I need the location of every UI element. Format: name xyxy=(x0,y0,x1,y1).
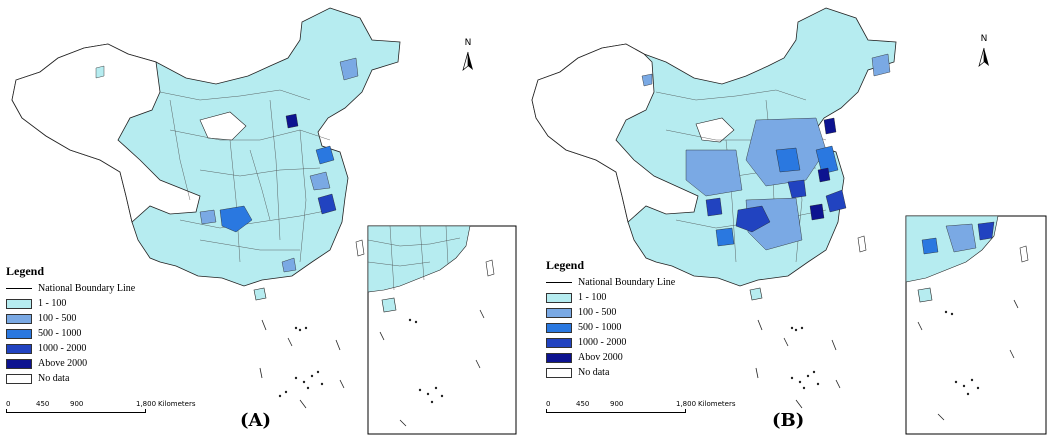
legend-title: Legend xyxy=(546,258,585,272)
south-china-sea-islands xyxy=(259,319,345,409)
inset-islands xyxy=(379,309,485,427)
inset-taiwan xyxy=(485,259,495,277)
scale-tick-450: 450 xyxy=(36,400,50,408)
no-data-region xyxy=(199,111,247,141)
no-data-region xyxy=(11,43,201,223)
region-1000-2000 xyxy=(317,193,337,215)
region-500-1000 xyxy=(715,227,735,247)
scale-bar: 0 450 900 1,800 Kilometers xyxy=(6,400,226,413)
region-100-500 xyxy=(281,257,297,273)
scale-unit: Kilometers xyxy=(158,400,196,408)
legend-class-nodata: No data xyxy=(6,371,135,386)
region-100-500 xyxy=(339,57,359,81)
inset-taiwan xyxy=(1019,245,1029,263)
china-map-a xyxy=(11,7,517,435)
legend: Legend National Boundary Line 1 - 100 10… xyxy=(6,264,135,386)
scale-tick-0: 0 xyxy=(6,400,11,408)
legend-class-3: 500 - 1000 xyxy=(546,320,675,335)
region-100-500 xyxy=(641,73,653,87)
inset-mainland xyxy=(905,215,999,283)
region-500-1000 xyxy=(219,205,253,233)
region-above-2000 xyxy=(823,117,837,135)
no-data-region xyxy=(695,117,735,143)
taiwan xyxy=(857,235,867,253)
region-above-2000 xyxy=(809,203,825,221)
scale-tick-0: 0 xyxy=(546,400,551,408)
region-100-500 xyxy=(95,65,105,79)
scale-unit: Kilometers xyxy=(698,400,736,408)
region-100-500 xyxy=(871,53,891,77)
legend-class-nodata: No data xyxy=(546,365,675,380)
taiwan xyxy=(355,239,365,257)
legend-class-2: 100 - 500 xyxy=(546,305,675,320)
map-panel-b: N Legend National Boundary Line 1 - 100 … xyxy=(526,0,1052,438)
north-label: N xyxy=(464,38,472,48)
panel-label: (B) xyxy=(772,410,805,431)
scale-tick-1800: 1,800 xyxy=(136,400,157,408)
china-map-b xyxy=(531,7,1047,435)
inset-hainan xyxy=(381,297,397,313)
legend: Legend National Boundary Line 1 - 100 10… xyxy=(546,258,675,380)
legend-class-4: 1000 - 2000 xyxy=(6,341,135,356)
legend-class-4: 1000 - 2000 xyxy=(546,335,675,350)
scale-bar: 0 450 900 1,800 Kilometers xyxy=(546,400,766,413)
legend-boundary: National Boundary Line xyxy=(546,275,675,290)
scale-tick-900: 900 xyxy=(70,400,84,408)
region-1000-2000 xyxy=(825,189,847,213)
inset-region xyxy=(945,223,977,253)
north-label: N xyxy=(980,34,988,44)
region-100-500 xyxy=(199,209,217,225)
region-100-500 xyxy=(685,149,743,197)
region-1000-2000 xyxy=(787,179,807,199)
legend-title: Legend xyxy=(6,264,45,278)
panel-label: (A) xyxy=(240,410,271,431)
north-arrow xyxy=(978,47,989,67)
legend-boundary: National Boundary Line xyxy=(6,281,135,296)
map-panel-a: N Legend National Boundary Line 1 - 100 … xyxy=(6,7,517,435)
inset-region xyxy=(977,221,995,241)
region-above-2000 xyxy=(817,167,831,183)
region-100-500 xyxy=(309,171,331,191)
region-1000-2000 xyxy=(735,205,771,233)
region-500-1000 xyxy=(315,145,335,165)
inset-mainland xyxy=(367,225,471,293)
region-1000-2000 xyxy=(705,197,723,217)
north-arrow xyxy=(462,51,473,71)
south-china-sea-islands xyxy=(755,319,841,409)
inset-islands xyxy=(917,299,1019,421)
legend-class-2: 100 - 500 xyxy=(6,311,135,326)
scale-tick-450: 450 xyxy=(576,400,590,408)
legend-class-5: Above 2000 xyxy=(6,356,135,371)
inset-hainan xyxy=(917,287,933,303)
legend-class-3: 500 - 1000 xyxy=(6,326,135,341)
region-500-1000 xyxy=(775,147,801,173)
legend-class-5: Abov 2000 xyxy=(546,350,675,365)
scale-tick-1800: 1,800 xyxy=(676,400,697,408)
hainan xyxy=(749,287,763,301)
hainan xyxy=(253,287,267,301)
region-above-2000 xyxy=(285,113,299,129)
legend-class-1: 1 - 100 xyxy=(6,296,135,311)
legend-class-1: 1 - 100 xyxy=(546,290,675,305)
scale-tick-900: 900 xyxy=(610,400,624,408)
no-data-region xyxy=(531,43,699,223)
inset-region xyxy=(921,237,939,255)
region-500-1000 xyxy=(815,145,839,175)
